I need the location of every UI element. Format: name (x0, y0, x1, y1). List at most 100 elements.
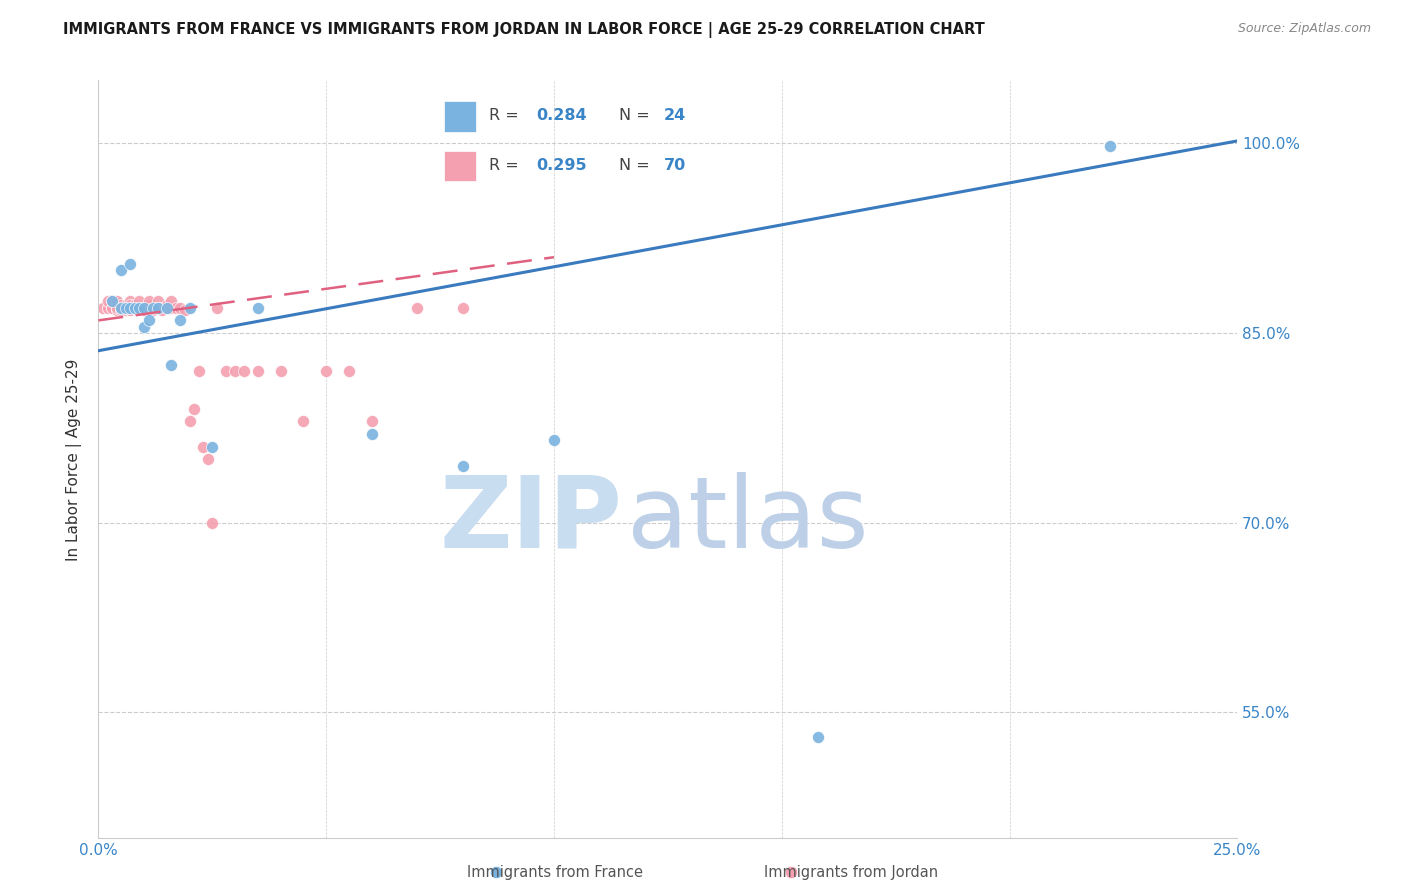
Point (132, 303, 155, 318)
Point (246, 364, 269, 378)
Point (201, 516, 224, 530)
Point (128, 301, 150, 315)
Point (197, 452, 219, 467)
Point (110, 301, 132, 315)
Point (120, 301, 142, 315)
Point (132, 319, 155, 334)
Point (160, 301, 183, 315)
Point (292, 414, 315, 429)
Point (110, 262, 132, 277)
Point (183, 401, 205, 416)
Point (246, 301, 269, 315)
Point (120, 303, 142, 318)
Point (128, 294, 150, 309)
Point (543, 434, 565, 448)
Point (150, 301, 173, 315)
Point (110, 301, 132, 315)
Point (160, 358, 183, 372)
Point (138, 313, 160, 327)
Point (101, 294, 124, 309)
Point (146, 301, 169, 315)
Point (124, 301, 146, 315)
Point (110, 301, 132, 315)
Point (360, 427, 382, 442)
Point (451, 458, 474, 473)
Point (780, 865, 803, 880)
Point (224, 364, 246, 378)
Point (138, 298, 160, 312)
Point (132, 301, 155, 315)
Point (174, 303, 197, 318)
Point (179, 414, 201, 429)
Point (120, 294, 142, 309)
Point (205, 301, 228, 315)
Point (169, 301, 191, 315)
Point (315, 364, 337, 378)
Point (96, 294, 118, 309)
Text: atlas: atlas (627, 472, 869, 568)
Point (138, 301, 160, 315)
Point (1098, 139, 1121, 153)
Point (105, 303, 128, 318)
Point (101, 294, 124, 309)
Point (337, 364, 360, 378)
Point (146, 301, 169, 315)
Point (105, 301, 128, 315)
Point (233, 364, 256, 378)
Text: ZIP: ZIP (440, 472, 623, 568)
Point (451, 301, 474, 315)
Point (114, 301, 136, 315)
Point (807, 731, 830, 745)
Point (124, 301, 146, 315)
Point (114, 301, 136, 315)
Point (105, 294, 128, 309)
Point (114, 298, 136, 312)
Point (132, 301, 155, 315)
Point (156, 301, 179, 315)
Text: Immigrants from France: Immigrants from France (467, 865, 644, 880)
Point (193, 440, 215, 454)
Point (91, 301, 114, 315)
Point (156, 301, 179, 315)
Point (179, 301, 201, 315)
Point (114, 303, 136, 318)
Point (142, 301, 165, 315)
Point (101, 301, 124, 315)
Point (120, 298, 142, 312)
Point (96, 301, 118, 315)
Point (114, 301, 136, 315)
Point (215, 364, 238, 378)
Point (124, 301, 146, 315)
Point (484, 865, 508, 880)
Point (120, 256, 142, 270)
Point (110, 303, 132, 318)
Point (165, 301, 187, 315)
Point (142, 303, 165, 318)
Point (114, 301, 136, 315)
Text: Immigrants from Jordan: Immigrants from Jordan (763, 865, 938, 880)
Point (187, 364, 209, 378)
Point (270, 364, 292, 378)
Point (110, 301, 132, 315)
Point (120, 301, 142, 315)
Point (156, 298, 179, 312)
Point (96, 301, 118, 315)
Point (169, 313, 191, 327)
Text: Source: ZipAtlas.com: Source: ZipAtlas.com (1237, 22, 1371, 36)
Point (146, 294, 169, 309)
Point (406, 301, 429, 315)
Point (138, 294, 160, 309)
Point (146, 301, 169, 315)
Point (124, 298, 146, 312)
Point (110, 298, 132, 312)
Point (101, 301, 124, 315)
Y-axis label: In Labor Force | Age 25-29: In Labor Force | Age 25-29 (66, 359, 83, 560)
Point (110, 301, 132, 315)
Point (132, 301, 155, 315)
Point (360, 414, 382, 429)
Point (142, 301, 165, 315)
Point (150, 303, 173, 318)
Point (201, 440, 224, 454)
Point (128, 301, 150, 315)
Text: IMMIGRANTS FROM FRANCE VS IMMIGRANTS FROM JORDAN IN LABOR FORCE | AGE 25-29 CORR: IMMIGRANTS FROM FRANCE VS IMMIGRANTS FRO… (63, 22, 986, 38)
